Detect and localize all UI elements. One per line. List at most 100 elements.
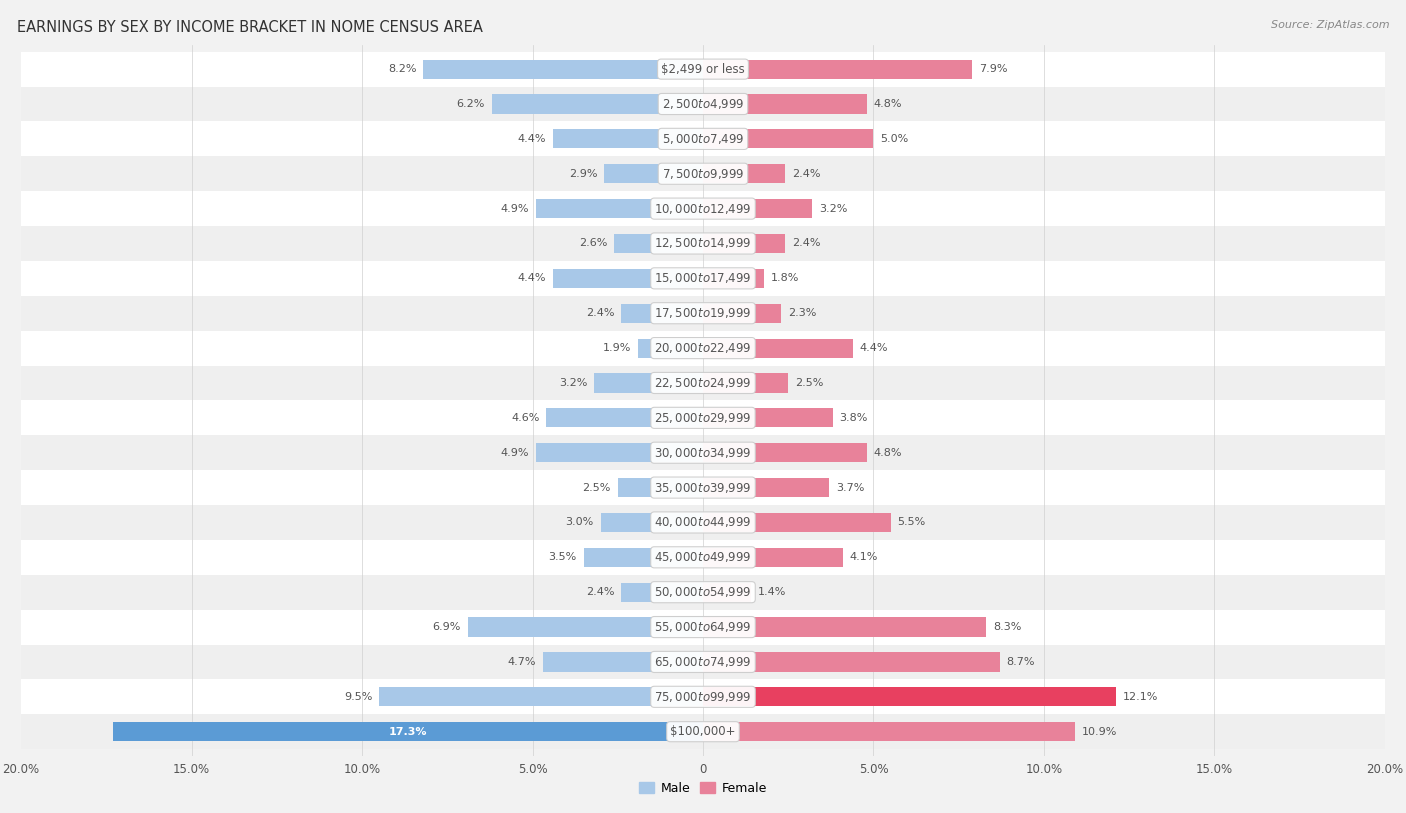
Text: $35,000 to $39,999: $35,000 to $39,999 xyxy=(654,480,752,494)
Text: 1.8%: 1.8% xyxy=(772,273,800,284)
Bar xyxy=(21,715,1385,749)
Text: 12.1%: 12.1% xyxy=(1122,692,1157,702)
Bar xyxy=(468,618,703,637)
Text: Source: ZipAtlas.com: Source: ZipAtlas.com xyxy=(1271,20,1389,30)
Text: 3.0%: 3.0% xyxy=(565,517,593,528)
Bar xyxy=(546,408,703,428)
Text: $2,499 or less: $2,499 or less xyxy=(661,63,745,76)
Text: 4.7%: 4.7% xyxy=(508,657,536,667)
Text: 9.5%: 9.5% xyxy=(344,692,373,702)
Text: 4.6%: 4.6% xyxy=(510,413,540,423)
Bar xyxy=(703,59,973,79)
Legend: Male, Female: Male, Female xyxy=(634,776,772,800)
Bar xyxy=(703,687,1115,706)
Bar xyxy=(21,610,1385,645)
Text: 3.8%: 3.8% xyxy=(839,413,868,423)
Text: 1.4%: 1.4% xyxy=(758,587,786,598)
Bar xyxy=(21,261,1385,296)
Bar xyxy=(703,129,873,149)
Text: $12,500 to $14,999: $12,500 to $14,999 xyxy=(654,237,752,250)
Bar xyxy=(703,513,890,532)
Bar xyxy=(21,400,1385,435)
Bar xyxy=(21,296,1385,331)
Bar xyxy=(605,164,703,183)
Bar xyxy=(380,687,703,706)
Text: 2.5%: 2.5% xyxy=(582,483,612,493)
Bar xyxy=(621,303,703,323)
Bar xyxy=(21,645,1385,680)
Text: EARNINGS BY SEX BY INCOME BRACKET IN NOME CENSUS AREA: EARNINGS BY SEX BY INCOME BRACKET IN NOM… xyxy=(17,20,482,35)
Bar xyxy=(21,226,1385,261)
Text: 2.6%: 2.6% xyxy=(579,238,607,249)
Text: $40,000 to $44,999: $40,000 to $44,999 xyxy=(654,515,752,529)
Text: 8.2%: 8.2% xyxy=(388,64,416,74)
Bar xyxy=(543,652,703,672)
Bar xyxy=(492,94,703,114)
Text: $55,000 to $64,999: $55,000 to $64,999 xyxy=(654,620,752,634)
Bar xyxy=(614,234,703,253)
Bar xyxy=(703,583,751,602)
Text: $65,000 to $74,999: $65,000 to $74,999 xyxy=(654,655,752,669)
Text: $25,000 to $29,999: $25,000 to $29,999 xyxy=(654,411,752,425)
Bar xyxy=(703,303,782,323)
Bar xyxy=(703,652,1000,672)
Text: $45,000 to $49,999: $45,000 to $49,999 xyxy=(654,550,752,564)
Bar xyxy=(536,443,703,463)
Bar xyxy=(703,373,789,393)
Bar xyxy=(703,269,765,288)
Bar xyxy=(536,199,703,218)
Text: 2.4%: 2.4% xyxy=(586,308,614,318)
Bar xyxy=(21,366,1385,400)
Text: 5.0%: 5.0% xyxy=(880,134,908,144)
Text: $75,000 to $99,999: $75,000 to $99,999 xyxy=(654,689,752,704)
Bar xyxy=(21,156,1385,191)
Bar xyxy=(21,331,1385,366)
Bar xyxy=(21,680,1385,715)
Bar xyxy=(621,583,703,602)
Text: 2.9%: 2.9% xyxy=(569,169,598,179)
Text: $22,500 to $24,999: $22,500 to $24,999 xyxy=(654,376,752,390)
Text: 3.2%: 3.2% xyxy=(818,203,848,214)
Bar xyxy=(703,478,830,498)
Text: 2.5%: 2.5% xyxy=(794,378,824,388)
Text: $50,000 to $54,999: $50,000 to $54,999 xyxy=(654,585,752,599)
Text: 4.4%: 4.4% xyxy=(517,134,546,144)
Bar xyxy=(21,191,1385,226)
Text: 2.4%: 2.4% xyxy=(792,169,820,179)
Text: 4.8%: 4.8% xyxy=(873,448,903,458)
Text: 1.9%: 1.9% xyxy=(603,343,631,353)
Bar xyxy=(703,338,853,358)
Text: 3.7%: 3.7% xyxy=(837,483,865,493)
Text: 4.8%: 4.8% xyxy=(873,99,903,109)
Text: 5.5%: 5.5% xyxy=(897,517,925,528)
Text: 8.3%: 8.3% xyxy=(993,622,1021,632)
Bar xyxy=(703,618,986,637)
Text: 10.9%: 10.9% xyxy=(1081,727,1116,737)
Text: 4.4%: 4.4% xyxy=(517,273,546,284)
Bar xyxy=(21,540,1385,575)
Text: 4.9%: 4.9% xyxy=(501,203,529,214)
Bar xyxy=(703,443,866,463)
Bar xyxy=(600,513,703,532)
Bar xyxy=(21,121,1385,156)
Text: $100,000+: $100,000+ xyxy=(671,725,735,738)
Text: 7.9%: 7.9% xyxy=(979,64,1008,74)
Bar xyxy=(703,164,785,183)
Text: 4.9%: 4.9% xyxy=(501,448,529,458)
Bar xyxy=(583,548,703,567)
Bar xyxy=(21,435,1385,470)
Text: $17,500 to $19,999: $17,500 to $19,999 xyxy=(654,307,752,320)
Bar xyxy=(553,269,703,288)
Text: $30,000 to $34,999: $30,000 to $34,999 xyxy=(654,446,752,459)
Text: 3.2%: 3.2% xyxy=(558,378,588,388)
Text: 4.1%: 4.1% xyxy=(849,552,877,563)
Text: $5,000 to $7,499: $5,000 to $7,499 xyxy=(662,132,744,146)
Bar xyxy=(703,722,1074,741)
Text: $7,500 to $9,999: $7,500 to $9,999 xyxy=(662,167,744,180)
Bar xyxy=(703,548,842,567)
Bar xyxy=(21,505,1385,540)
Text: 6.2%: 6.2% xyxy=(457,99,485,109)
Text: $15,000 to $17,499: $15,000 to $17,499 xyxy=(654,272,752,285)
Bar xyxy=(553,129,703,149)
Bar xyxy=(423,59,703,79)
